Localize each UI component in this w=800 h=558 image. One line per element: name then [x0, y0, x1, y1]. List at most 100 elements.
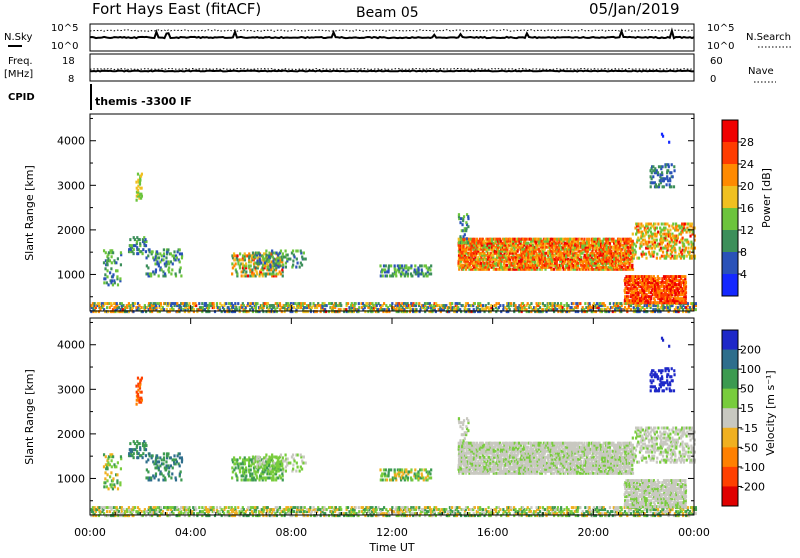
power-cell	[675, 223, 677, 226]
velocity-cell	[362, 506, 364, 509]
power-cell	[139, 242, 141, 245]
power-cell	[265, 249, 267, 252]
power-cell	[212, 302, 214, 305]
velocity-cell	[313, 506, 315, 509]
velocity-cell	[366, 506, 368, 509]
colorbar-tick-label: 16	[740, 202, 754, 215]
freq-trace	[90, 71, 694, 72]
velocity-cell	[225, 506, 227, 509]
power-cell	[648, 241, 650, 244]
power-cell	[625, 275, 627, 278]
colorbar-swatch	[722, 164, 738, 187]
velocity-cell	[456, 506, 458, 509]
power-cell	[695, 308, 697, 311]
power-cell	[506, 238, 508, 241]
power-cell	[293, 256, 295, 259]
velocity-cell	[451, 506, 453, 509]
power-cell	[128, 302, 130, 305]
velocity-cell	[358, 510, 360, 513]
power-cell	[98, 302, 100, 305]
power-cell	[161, 254, 163, 257]
power-cell	[506, 264, 508, 267]
velocity-cell	[188, 510, 190, 513]
power-cell	[407, 272, 409, 275]
velocity-cell	[457, 510, 459, 513]
power-cell	[637, 223, 639, 226]
velocity-cell	[490, 508, 492, 511]
power-cell	[235, 270, 237, 273]
velocity-cell	[152, 506, 154, 509]
colorbar-tick-label: 8	[740, 246, 747, 259]
power-cell	[269, 264, 271, 267]
power-cell	[663, 255, 665, 258]
velocity-cell	[474, 506, 476, 509]
power-cell	[522, 302, 524, 305]
power-cell	[681, 253, 683, 256]
power-cell	[605, 266, 607, 269]
power-cell	[355, 302, 357, 305]
power-cell	[383, 302, 385, 305]
velocity-cell	[194, 506, 196, 509]
power-cell	[667, 169, 669, 172]
power-cell	[645, 229, 647, 232]
y-tick-label: 2000	[57, 224, 85, 237]
velocity-cell	[487, 506, 489, 509]
power-cell	[682, 237, 684, 240]
power-cell	[689, 235, 691, 238]
power-cell	[163, 252, 165, 255]
velocity-cell	[198, 506, 200, 509]
power-cell	[650, 185, 652, 188]
power-cell	[410, 264, 412, 267]
power-cell	[249, 268, 251, 271]
nsearch-label: N.Search	[746, 32, 791, 43]
power-cell	[539, 302, 541, 305]
power-cell	[179, 260, 181, 263]
power-panel-frame	[90, 114, 694, 311]
power-cell	[173, 254, 175, 257]
power-cell	[668, 225, 670, 228]
power-cell	[111, 279, 113, 282]
power-cell	[265, 254, 267, 257]
power-cell	[152, 302, 154, 305]
power-cell	[422, 272, 424, 275]
power-cell	[678, 253, 680, 256]
colorbar-swatch	[722, 274, 738, 297]
power-cell	[451, 302, 453, 305]
power-cell	[144, 238, 146, 241]
power-cell	[228, 302, 230, 305]
velocity-cell	[212, 506, 214, 509]
power-cell	[660, 247, 662, 250]
power-cell	[251, 268, 253, 271]
power-cell	[635, 251, 637, 254]
power-cell	[637, 229, 639, 232]
power-cell	[188, 306, 190, 309]
power-cell	[691, 223, 693, 226]
power-cell	[457, 306, 459, 309]
power-cell	[673, 165, 675, 168]
velocity-cell	[128, 506, 130, 509]
power-cell	[664, 223, 666, 226]
power-cell	[527, 302, 529, 305]
power-cell	[551, 238, 553, 241]
y-tick-label: 4000	[57, 135, 85, 148]
power-cell	[692, 255, 694, 258]
power-cell	[567, 304, 569, 307]
velocity-cell	[309, 506, 311, 509]
nsky-tick-high: 10^5	[51, 23, 78, 34]
date-title: 05/Jan/2019	[589, 0, 680, 18]
power-cell	[482, 304, 484, 307]
freq-panel	[90, 54, 694, 81]
power-cell	[299, 266, 301, 269]
power-cell	[147, 266, 149, 269]
power-cell	[262, 264, 264, 267]
power-cell	[652, 165, 654, 168]
power-cell	[237, 302, 239, 305]
power-cell	[459, 221, 461, 224]
power-cell	[588, 302, 590, 305]
power-cell	[631, 260, 633, 263]
velocity-cell	[243, 508, 245, 511]
freq-label: Freq.	[8, 56, 33, 67]
power-cell	[305, 258, 307, 261]
power-cell	[104, 273, 106, 276]
power-cell	[483, 252, 485, 255]
